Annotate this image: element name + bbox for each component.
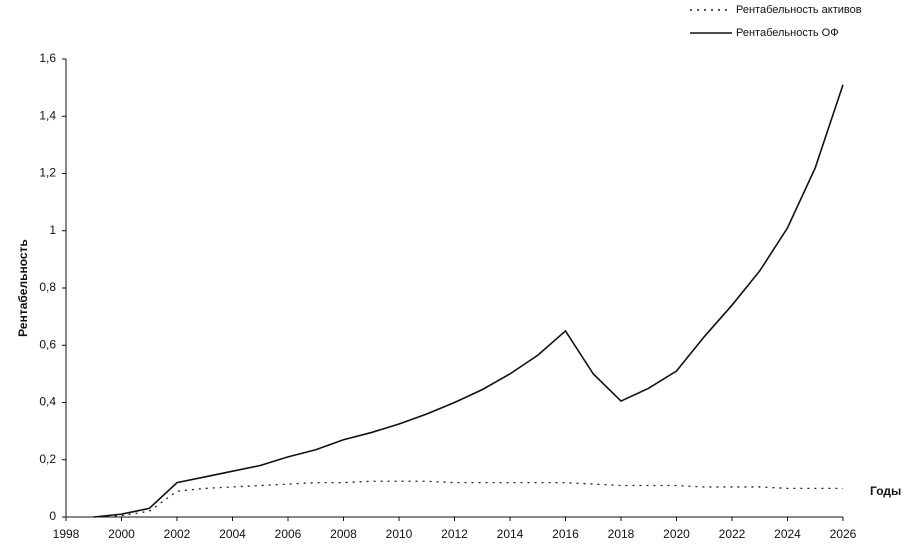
y-tick-label: 1,6: [39, 51, 56, 65]
x-tick-label: 2000: [108, 527, 135, 541]
x-tick-label: 2016: [552, 527, 579, 541]
y-tick-label: 0: [49, 509, 56, 523]
legend-label: Рентабельность активов: [736, 4, 862, 16]
x-tick-label: 2006: [275, 527, 302, 541]
x-tick-label: 1998: [53, 527, 80, 541]
y-tick-label: 0,2: [39, 452, 56, 466]
x-tick-label: 2014: [497, 527, 524, 541]
x-tick-label: 2012: [441, 527, 468, 541]
x-tick-label: 2022: [719, 527, 746, 541]
legend-label: Рентабельность ОФ: [736, 27, 839, 39]
x-tick-label: 2002: [164, 527, 191, 541]
x-tick-label: 2020: [663, 527, 690, 541]
series-line: [93, 480, 843, 518]
y-axis-label: Рентабельность: [16, 239, 30, 337]
y-tick-label: 0,6: [39, 337, 56, 351]
y-tick-label: 1,2: [39, 166, 56, 180]
x-tick-label: 2004: [219, 527, 246, 541]
y-tick-label: 0,4: [39, 395, 56, 409]
x-tick-label: 2010: [386, 527, 413, 541]
series-line: [93, 84, 844, 518]
x-tick-label: 2024: [774, 527, 801, 541]
x-tick-label: 2026: [830, 527, 857, 541]
x-tick-label: 2008: [330, 527, 357, 541]
x-tick-label: 2018: [608, 527, 635, 541]
y-tick-label: 1: [49, 223, 56, 237]
y-tick-label: 1,4: [39, 108, 56, 122]
x-axis-label: Годы: [870, 484, 901, 498]
y-tick-label: 0,8: [39, 280, 56, 294]
